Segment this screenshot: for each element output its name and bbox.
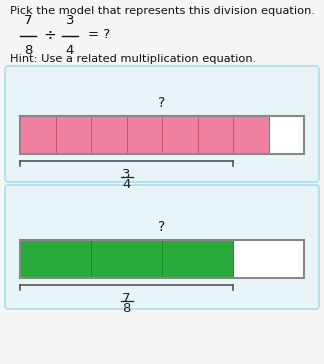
Text: 8: 8 (122, 302, 131, 315)
Bar (126, 116, 162, 154)
Bar (20, 116, 55, 154)
Text: ?: ? (158, 96, 166, 110)
Text: 4: 4 (66, 44, 74, 57)
Bar (20, 240, 91, 278)
Bar (269, 116, 304, 154)
Bar (55, 116, 91, 154)
Text: 4: 4 (122, 178, 131, 191)
Bar (20, 116, 304, 154)
Bar (162, 116, 198, 154)
Bar (233, 116, 269, 154)
Bar (91, 116, 126, 154)
Text: ?: ? (158, 220, 166, 234)
Bar (162, 240, 233, 278)
Bar (91, 240, 162, 278)
Text: 7: 7 (24, 14, 32, 27)
Text: Hint: Use a related multiplication equation.: Hint: Use a related multiplication equat… (10, 54, 256, 64)
Text: = ?: = ? (88, 28, 110, 41)
Text: 7: 7 (122, 292, 131, 305)
FancyBboxPatch shape (5, 185, 319, 309)
Bar (198, 116, 233, 154)
Text: 8: 8 (24, 44, 32, 57)
Text: 3: 3 (66, 14, 74, 27)
Bar (233, 240, 304, 278)
Text: ÷: ÷ (44, 28, 56, 43)
FancyBboxPatch shape (5, 66, 319, 182)
Text: 3: 3 (122, 168, 131, 181)
Text: Pick the model that represents this division equation.: Pick the model that represents this divi… (10, 6, 315, 16)
Bar (20, 240, 304, 278)
